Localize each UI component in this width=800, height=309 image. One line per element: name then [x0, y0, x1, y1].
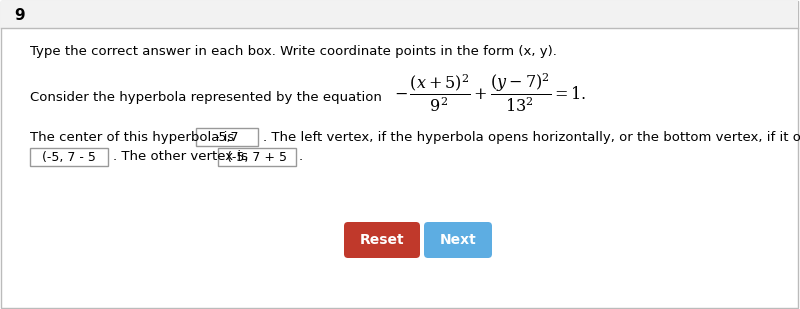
FancyBboxPatch shape [218, 148, 296, 166]
Text: Consider the hyperbola represented by the equation: Consider the hyperbola represented by th… [30, 91, 382, 104]
Text: The center of this hyperbola is: The center of this hyperbola is [30, 130, 234, 143]
Text: Next: Next [440, 233, 476, 247]
Text: 9: 9 [14, 7, 25, 23]
FancyBboxPatch shape [30, 148, 108, 166]
FancyBboxPatch shape [1, 1, 798, 28]
Text: (-5, 7 - 5: (-5, 7 - 5 [42, 150, 96, 163]
FancyBboxPatch shape [196, 128, 258, 146]
Text: (-5, 7 + 5: (-5, 7 + 5 [227, 150, 287, 163]
Text: -5,7: -5,7 [214, 130, 239, 143]
FancyBboxPatch shape [424, 222, 492, 258]
Text: . The left vertex, if the hyperbola opens horizontally, or the bottom vertex, if: . The left vertex, if the hyperbola open… [263, 130, 800, 143]
FancyBboxPatch shape [344, 222, 420, 258]
Text: Type the correct answer in each box. Write coordinate points in the form (x, y).: Type the correct answer in each box. Wri… [30, 44, 557, 57]
Text: Reset: Reset [360, 233, 404, 247]
Text: $-\,\dfrac{(x+5)^{2}}{9^{2}}+\dfrac{(y-7)^{2}}{13^{2}}=1$.: $-\,\dfrac{(x+5)^{2}}{9^{2}}+\dfrac{(y-7… [394, 72, 586, 114]
Text: .: . [299, 150, 303, 163]
Text: . The other vertex is: . The other vertex is [113, 150, 248, 163]
